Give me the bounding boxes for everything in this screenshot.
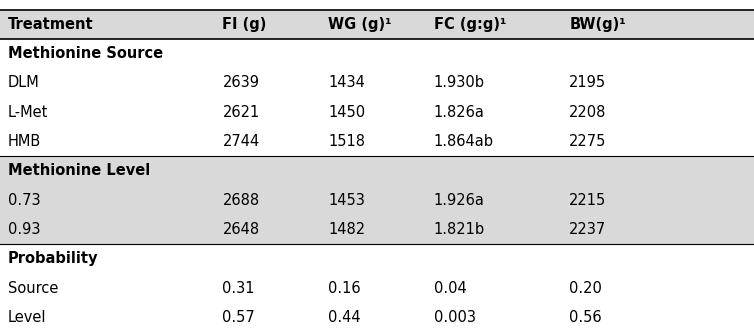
- Text: Source: Source: [8, 280, 58, 296]
- Text: 0.56: 0.56: [569, 310, 602, 325]
- Text: 2195: 2195: [569, 76, 606, 90]
- Text: Treatment: Treatment: [8, 17, 93, 32]
- Text: 1.930b: 1.930b: [434, 76, 485, 90]
- Text: 0.44: 0.44: [328, 310, 360, 325]
- Text: 2275: 2275: [569, 134, 607, 149]
- Text: 2639: 2639: [222, 76, 259, 90]
- Text: 2208: 2208: [569, 105, 607, 120]
- Text: 2744: 2744: [222, 134, 259, 149]
- Text: Methionine Level: Methionine Level: [8, 163, 150, 179]
- Text: 1434: 1434: [328, 76, 365, 90]
- Text: 2648: 2648: [222, 222, 259, 237]
- Bar: [0, 68, 754, 98]
- Text: 1453: 1453: [328, 193, 365, 208]
- Text: 0.31: 0.31: [222, 280, 255, 296]
- Text: Level: Level: [8, 310, 46, 325]
- Text: 1518: 1518: [328, 134, 365, 149]
- Text: BW(g)¹: BW(g)¹: [569, 17, 626, 32]
- Text: 0.003: 0.003: [434, 310, 476, 325]
- Bar: [0, 39, 754, 68]
- Bar: [0, 185, 754, 215]
- Text: 0.93: 0.93: [8, 222, 40, 237]
- Text: DLM: DLM: [8, 76, 39, 90]
- Bar: [0, 10, 754, 39]
- Text: 2215: 2215: [569, 193, 606, 208]
- Text: Probability: Probability: [8, 251, 98, 266]
- Text: 1450: 1450: [328, 105, 365, 120]
- Text: 0.57: 0.57: [222, 310, 255, 325]
- Text: 1.826a: 1.826a: [434, 105, 484, 120]
- Bar: [0, 244, 754, 274]
- Bar: [0, 215, 754, 244]
- Text: L-Met: L-Met: [8, 105, 48, 120]
- Bar: [0, 98, 754, 127]
- Text: 2237: 2237: [569, 222, 606, 237]
- Text: 1482: 1482: [328, 222, 365, 237]
- Text: FC (g:g)¹: FC (g:g)¹: [434, 17, 506, 32]
- Text: 0.16: 0.16: [328, 280, 360, 296]
- Bar: [0, 274, 754, 303]
- Bar: [0, 303, 754, 330]
- Text: Methionine Source: Methionine Source: [8, 46, 163, 61]
- Text: 2688: 2688: [222, 193, 259, 208]
- Text: 0.04: 0.04: [434, 280, 466, 296]
- Text: HMB: HMB: [8, 134, 41, 149]
- Text: 0.73: 0.73: [8, 193, 40, 208]
- Bar: [0, 127, 754, 156]
- Text: 1.926a: 1.926a: [434, 193, 484, 208]
- Text: 0.20: 0.20: [569, 280, 602, 296]
- Bar: [0, 156, 754, 185]
- Text: 1.864ab: 1.864ab: [434, 134, 494, 149]
- Text: WG (g)¹: WG (g)¹: [328, 17, 391, 32]
- Text: 1.821b: 1.821b: [434, 222, 485, 237]
- Text: FI (g): FI (g): [222, 17, 267, 32]
- Text: 2621: 2621: [222, 105, 259, 120]
